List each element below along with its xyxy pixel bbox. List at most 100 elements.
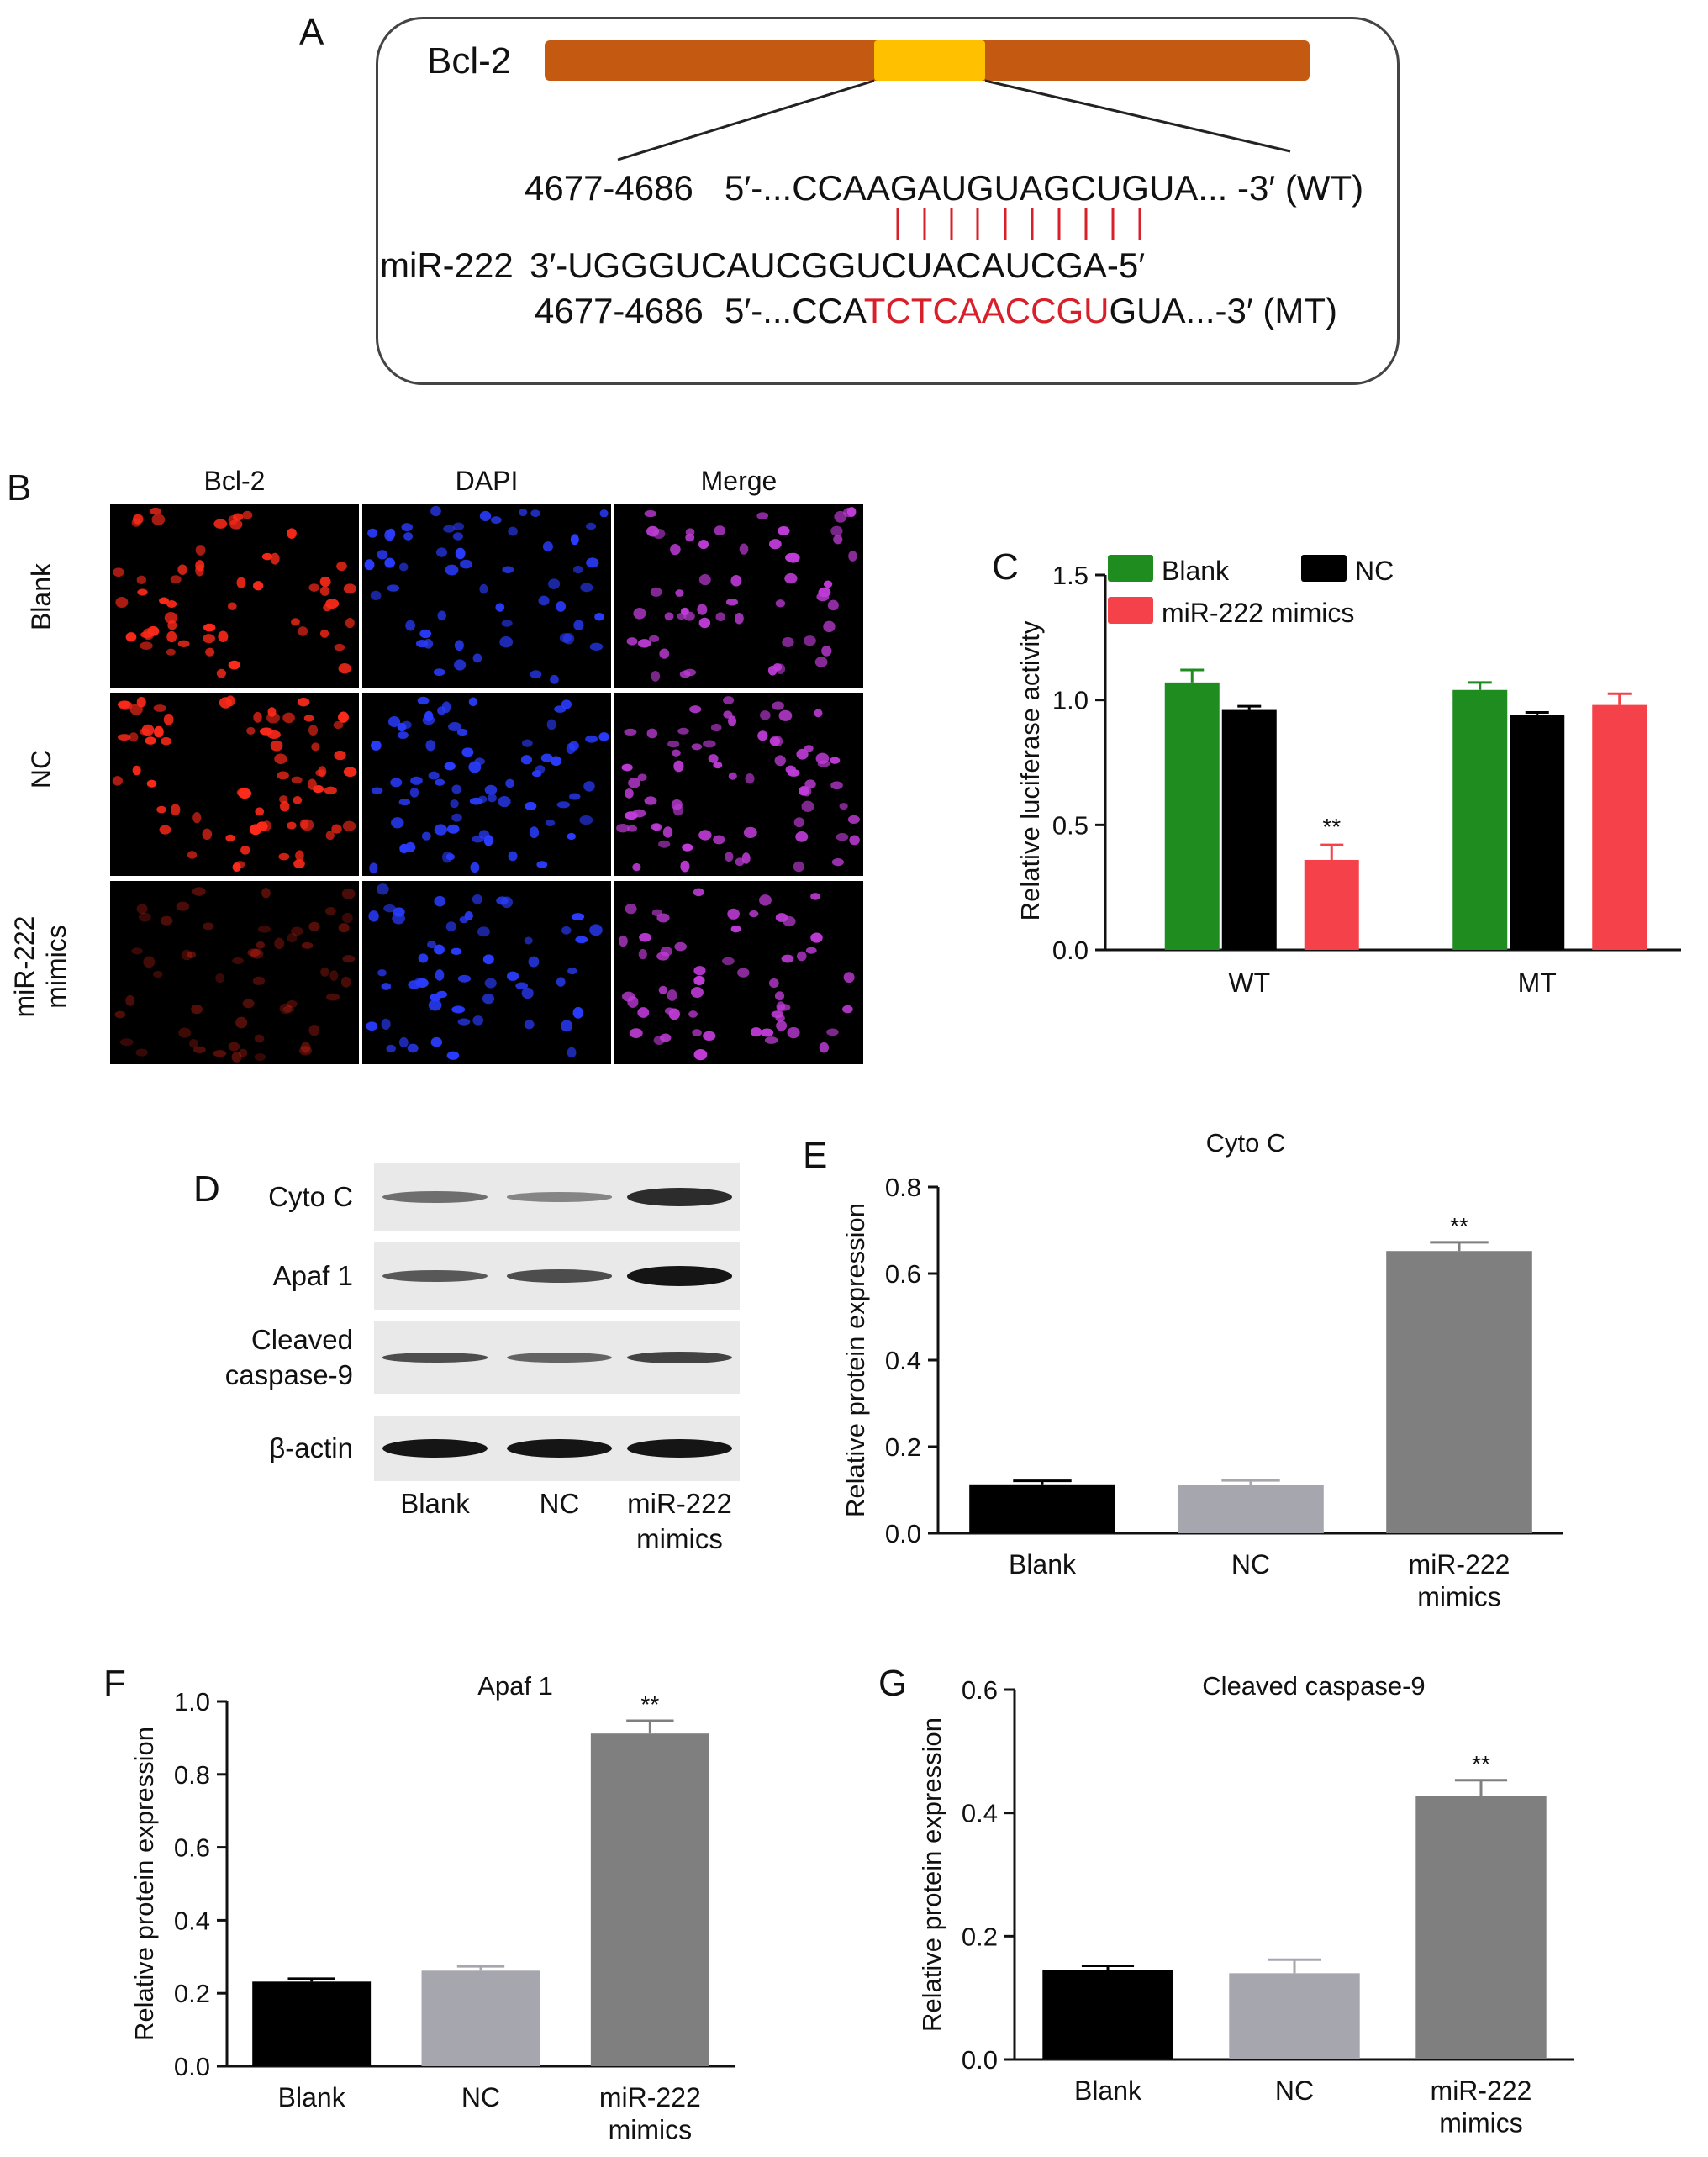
- nucleus: [450, 799, 459, 809]
- chart-title: Cleaved caspase-9: [1202, 1671, 1425, 1701]
- nucleus: [227, 602, 237, 611]
- nucleus: [279, 795, 288, 804]
- nucleus: [688, 1010, 698, 1018]
- nucleus: [795, 831, 809, 842]
- nucleus: [398, 1036, 409, 1048]
- nucleus: [529, 826, 540, 839]
- nucleus: [624, 811, 638, 820]
- nucleus: [192, 812, 202, 824]
- nucleus: [418, 953, 429, 963]
- nucleus: [238, 788, 252, 799]
- nucleus: [698, 830, 712, 841]
- nucleus: [831, 858, 844, 867]
- nucleus: [483, 834, 493, 846]
- nucleus: [482, 954, 494, 965]
- significance-label: **: [640, 1691, 659, 1717]
- nucleus: [381, 983, 392, 990]
- nucleus: [579, 815, 593, 825]
- nucleus: [843, 507, 854, 518]
- blot-band: [382, 1270, 488, 1282]
- nucleus: [796, 748, 809, 760]
- nucleus: [387, 584, 400, 592]
- nucleus: [817, 760, 830, 767]
- significance-label: **: [1322, 814, 1341, 840]
- nucleus: [377, 550, 388, 560]
- nucleus: [675, 589, 684, 597]
- nucleus: [776, 1001, 786, 1012]
- nucleus: [232, 513, 244, 521]
- nucleus: [324, 786, 337, 795]
- blot-band: [382, 1353, 488, 1363]
- y-axis-label: Relative protein expression: [917, 1717, 946, 2032]
- nucleus: [329, 970, 339, 981]
- nucleus: [725, 852, 734, 862]
- nucleus: [164, 612, 178, 624]
- nucleus: [839, 803, 848, 810]
- nucleus: [246, 726, 256, 736]
- nucleus: [656, 913, 670, 923]
- nuclei-layer: [114, 887, 356, 1063]
- nucleus: [536, 861, 548, 868]
- nucleus: [392, 913, 405, 925]
- micrograph-blank-merge: [614, 504, 863, 688]
- nucleus: [760, 710, 771, 720]
- chart-title: Cyto C: [1206, 1128, 1286, 1158]
- nucleus: [125, 994, 135, 1006]
- x-tick-label: MT: [1518, 968, 1557, 998]
- x-tick-label: miR-222 mimics: [1409, 1549, 1510, 1611]
- nucleus: [477, 926, 490, 937]
- nucleus: [528, 956, 540, 968]
- nucleus: [461, 747, 474, 757]
- nucleus: [456, 728, 468, 736]
- nucleus: [677, 613, 687, 620]
- nucleus: [524, 1020, 535, 1030]
- nucleus: [401, 523, 413, 532]
- nucleus: [567, 1047, 577, 1058]
- nucleus: [166, 630, 177, 643]
- nucleus: [728, 772, 737, 780]
- nuclei-layer: [112, 695, 357, 872]
- y-tick-label: 0.0: [174, 2052, 210, 2081]
- nucleus: [652, 528, 666, 539]
- nucleus: [143, 956, 156, 968]
- panel-label-b: B: [7, 467, 32, 509]
- nucleus: [300, 1042, 311, 1053]
- nucleus: [319, 586, 330, 596]
- nucleus: [187, 951, 197, 958]
- bar: [590, 1733, 709, 2066]
- nucleus: [341, 888, 356, 899]
- nucleus: [698, 573, 711, 586]
- nucleus: [138, 912, 151, 922]
- x-tick-label: Blank: [278, 2082, 346, 2112]
- nucleus: [693, 966, 706, 976]
- nucleus: [425, 740, 436, 752]
- micrograph-mimics-merge: [614, 881, 863, 1064]
- nucleus: [743, 826, 757, 839]
- nucleus: [177, 640, 190, 648]
- nucleus: [274, 753, 287, 764]
- nucleus: [129, 732, 139, 742]
- nucleus: [112, 776, 123, 786]
- nucleus: [195, 545, 206, 556]
- y-tick-label: 0.4: [174, 1906, 210, 1935]
- nucleus: [435, 969, 445, 981]
- nucleus: [315, 769, 326, 777]
- nucleus: [291, 776, 303, 784]
- nucleus: [479, 583, 488, 594]
- bar: [1178, 1485, 1324, 1533]
- nucleus: [454, 659, 467, 671]
- row-label-mimics: miR-222 mimics: [9, 915, 71, 1018]
- nucleus: [830, 781, 843, 790]
- nucleus: [735, 857, 745, 867]
- nucleus: [626, 637, 638, 646]
- nucleus: [140, 641, 153, 651]
- nucleus: [214, 519, 228, 529]
- y-tick-label: 0.0: [1052, 936, 1089, 965]
- nucleus: [782, 636, 794, 648]
- nucleus: [242, 999, 255, 1009]
- nucleus: [119, 700, 133, 710]
- nucleus: [567, 832, 577, 841]
- y-tick-label: 0.4: [885, 1346, 921, 1375]
- nucleus: [723, 696, 735, 704]
- nucleus: [242, 510, 253, 519]
